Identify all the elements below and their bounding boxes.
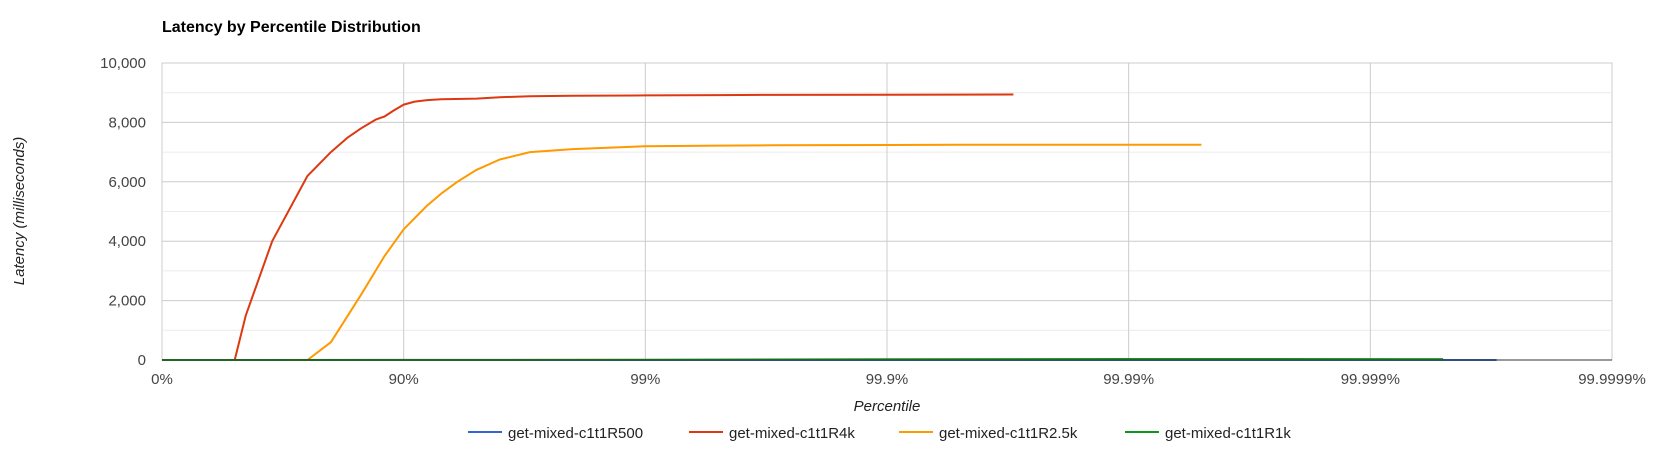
series-line-get-mixed-c1t1R4k	[162, 93, 1014, 361]
x-axis-ticks: 0% 90% 99% 99.9% 99.99% 99.999% 99.9999%	[151, 371, 1646, 388]
x-tick-label: 90%	[389, 371, 419, 388]
x-tick-label: 0%	[151, 371, 173, 388]
legend: get-mixed-c1t1R500 get-mixed-c1t1R4k get-m…	[468, 425, 1291, 442]
grid	[161, 62, 1613, 361]
y-tick-label: 6,000	[108, 174, 146, 191]
y-tick-label: 0	[138, 352, 146, 369]
y-axis-title: Latency (milliseconds)	[11, 137, 28, 285]
series-line-get-mixed-c1t1R2.5k	[162, 143, 1202, 361]
legend-label: get-mixed-c1t1R2.5k	[939, 425, 1078, 442]
series-lines	[161, 93, 1612, 361]
y-tick-label: 8,000	[108, 114, 146, 131]
legend-label: get-mixed-c1t1R4k	[729, 425, 855, 442]
x-tick-label: 99.999%	[1341, 371, 1400, 388]
x-axis-title: Percentile	[854, 398, 921, 415]
legend-label: get-mixed-c1t1R1k	[1165, 425, 1291, 442]
x-tick-label: 99.9%	[866, 371, 909, 388]
x-tick-label: 99.9999%	[1578, 371, 1646, 388]
y-tick-label: 10,000	[100, 55, 146, 72]
y-axis-ticks: 0 2,000 4,000 6,000 8,000 10,000	[100, 55, 146, 369]
legend-label: get-mixed-c1t1R500	[508, 425, 643, 442]
x-tick-label: 99%	[630, 371, 660, 388]
chart-title: Latency by Percentile Distribution	[162, 19, 421, 36]
y-tick-label: 4,000	[108, 233, 146, 250]
y-tick-label: 2,000	[108, 293, 146, 310]
x-tick-label: 99.99%	[1103, 371, 1154, 388]
